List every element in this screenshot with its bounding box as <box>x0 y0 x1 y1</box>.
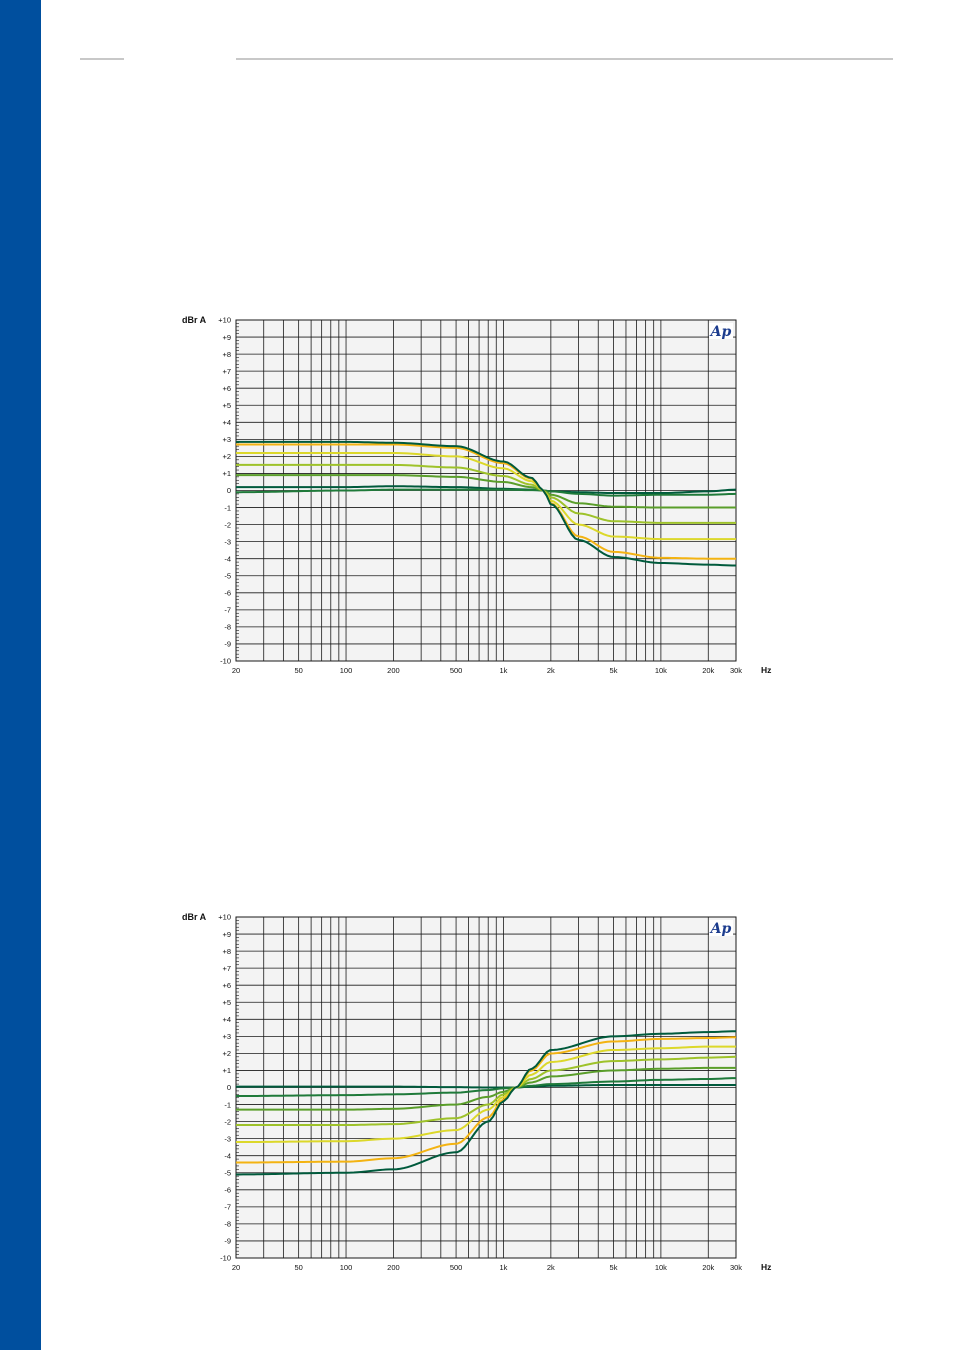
y-tick-label: +10 <box>218 316 231 325</box>
x-tick-label: 20 <box>232 666 240 675</box>
y-tick-label: -7 <box>224 1203 231 1212</box>
chart-svg: +10+9+8+7+6+5+4+3+2+10-1-2-3-4-5-6-7-8-9… <box>182 912 771 1272</box>
x-tick-label: 10k <box>655 666 667 675</box>
x-tick-label: 1k <box>500 1263 508 1272</box>
y-tick-label: -6 <box>224 589 231 598</box>
y-tick-label: +2 <box>222 1049 231 1058</box>
y-tick-label: +7 <box>222 964 231 973</box>
y-tick-label: -10 <box>220 1254 231 1263</box>
x-tick-label: 50 <box>294 666 302 675</box>
series-line <box>236 1030 737 1176</box>
ap-logo: Ap <box>709 323 733 340</box>
y-tick-label: 0 <box>227 486 231 495</box>
frequency-response-chart-bottom: +10 +9 +8 +7 +6 +5 +4 +3 +2 +1 0 -1 -2 -3 -4 -5 -6 -7 -8 -9… <box>170 909 790 1279</box>
ap-logo: Ap <box>709 920 733 937</box>
y-tick-label: +10 <box>218 913 231 922</box>
y-tick-label: -10 <box>220 657 231 666</box>
y-tick-label: -5 <box>224 571 231 580</box>
y-tick-label: +2 <box>222 452 231 461</box>
y-tick-label: -8 <box>224 1220 231 1229</box>
series-line <box>236 463 736 524</box>
series-line <box>235 488 737 497</box>
y-tick-label: 0 <box>227 1083 231 1092</box>
y-tick-label: -2 <box>224 520 231 529</box>
y-tick-label: +4 <box>222 418 231 427</box>
x-axis-label: Hz <box>761 665 771 675</box>
y-tick-label: +9 <box>222 333 231 342</box>
y-tick-label: -9 <box>224 1237 231 1246</box>
y-tick-label: -6 <box>224 1186 231 1195</box>
y-tick-label: +8 <box>222 947 231 956</box>
x-tick-label: 500 <box>450 666 463 675</box>
x-tick-label: 5k <box>610 666 618 675</box>
x-tick-label: 200 <box>387 1263 400 1272</box>
side-color-bar <box>0 0 41 1350</box>
series-line <box>236 1083 736 1089</box>
svg-text:Ap: Ap <box>709 324 732 340</box>
series-line <box>236 1045 736 1144</box>
y-tick-label: +4 <box>222 1015 231 1024</box>
frequency-response-chart-top: +10 +9 +8 +7 +6 +5 +4 +3 +2 +1 0 -1 -2 -3 -4 -5 -6 -7 -8 -9… <box>170 312 790 682</box>
y-tick-label: +3 <box>222 1032 231 1041</box>
y-tick-label: -5 <box>224 1168 231 1177</box>
x-tick-label: 20 <box>232 1263 240 1272</box>
series-line <box>236 443 736 560</box>
x-axis-label: Hz <box>761 1262 771 1272</box>
y-tick-label: +5 <box>222 401 231 410</box>
y-tick-label: -3 <box>224 1134 231 1143</box>
x-tick-label: 20k <box>702 1263 714 1272</box>
y-axis-label: dBr A <box>182 912 207 922</box>
series-line <box>236 1036 737 1164</box>
x-tick-label: 30k <box>730 666 742 675</box>
y-tick-label: +1 <box>222 1066 231 1075</box>
y-tick-label: +9 <box>222 930 231 939</box>
y-tick-label: -1 <box>224 1100 231 1109</box>
y-axis-label: dBr A <box>182 315 207 325</box>
y-tick-label: +6 <box>222 384 231 393</box>
y-tick-label: +7 <box>222 367 231 376</box>
series-line <box>236 451 736 541</box>
y-tick-label: +3 <box>222 435 231 444</box>
x-tick-label: 10k <box>655 1263 667 1272</box>
x-tick-label: 500 <box>450 1263 463 1272</box>
x-tick-label: 1k <box>500 666 508 675</box>
svg-text:Ap: Ap <box>709 921 732 937</box>
series-line <box>235 1077 737 1098</box>
y-tick-label: -4 <box>224 554 231 563</box>
x-tick-label: 2k <box>547 666 555 675</box>
x-tick-label: 5k <box>610 1263 618 1272</box>
series-line <box>236 440 737 567</box>
x-tick-label: 2k <box>547 1263 555 1272</box>
y-tick-label: -4 <box>224 1151 231 1160</box>
x-tick-label: 200 <box>387 666 400 675</box>
series-line <box>236 1066 736 1111</box>
series-line <box>236 1055 737 1127</box>
y-tick-label: -1 <box>224 503 231 512</box>
header-rule-short <box>80 58 124 60</box>
x-tick-label: 100 <box>340 1263 353 1272</box>
y-tick-label: -8 <box>224 623 231 632</box>
series-line <box>236 474 736 509</box>
y-tick-label: +6 <box>222 981 231 990</box>
y-tick-label: +1 <box>222 469 231 478</box>
x-tick-label: 50 <box>294 1263 302 1272</box>
series-line <box>236 485 737 495</box>
chart-svg: +10+9+8+7+6+5+4+3+2+10-1-2-3-4-5-6-7-8-9… <box>182 315 771 675</box>
header-rule-long <box>236 58 893 60</box>
y-tick-label: -7 <box>224 606 231 615</box>
x-tick-label: 30k <box>730 1263 742 1272</box>
x-tick-label: 100 <box>340 666 353 675</box>
y-tick-label: -9 <box>224 640 231 649</box>
y-tick-label: +8 <box>222 350 231 359</box>
y-tick-label: +5 <box>222 998 231 1007</box>
y-tick-label: -2 <box>224 1117 231 1126</box>
x-tick-label: 20k <box>702 666 714 675</box>
y-tick-label: -3 <box>224 537 231 546</box>
